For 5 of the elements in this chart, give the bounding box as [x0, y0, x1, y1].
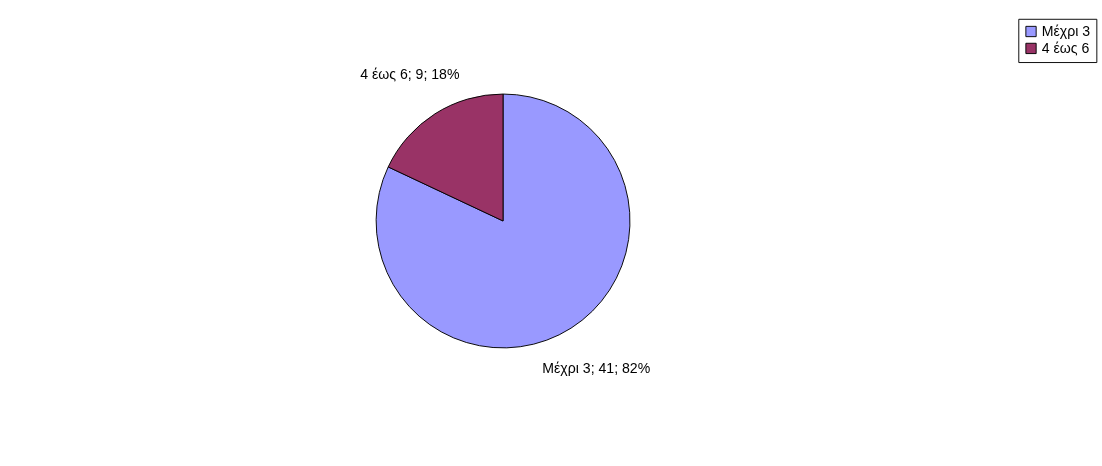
- data-label: 4 έως 6; 9; 18%: [360, 65, 460, 82]
- data-label: Μέχρι 3; 41; 82%: [542, 359, 651, 376]
- legend-label: Μέχρι 3: [1041, 23, 1091, 40]
- pie-slice: [375, 93, 631, 349]
- legend-label: 4 έως 6: [1041, 40, 1090, 57]
